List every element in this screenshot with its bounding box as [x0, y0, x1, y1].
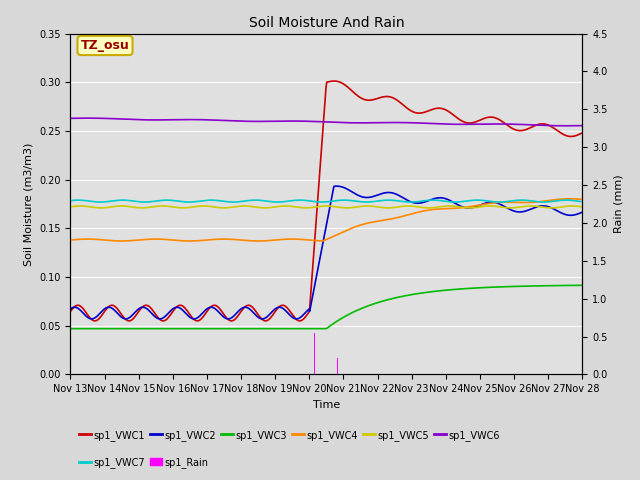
Legend: sp1_VWC7, sp1_Rain: sp1_VWC7, sp1_Rain: [76, 453, 212, 472]
Title: Soil Moisture And Rain: Soil Moisture And Rain: [248, 16, 404, 30]
Y-axis label: Soil Moisture (m3/m3): Soil Moisture (m3/m3): [24, 142, 33, 266]
X-axis label: Time: Time: [313, 400, 340, 409]
Y-axis label: Rain (mm): Rain (mm): [613, 175, 623, 233]
Text: TZ_osu: TZ_osu: [81, 39, 129, 52]
